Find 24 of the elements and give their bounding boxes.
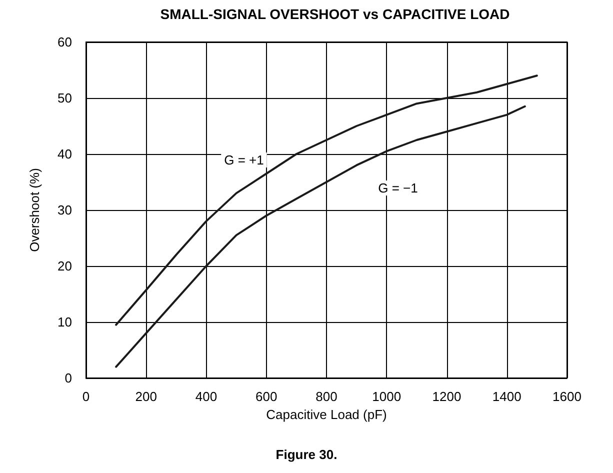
x-tick-label: 600 [256,389,278,404]
y-tick-label: 10 [58,314,72,330]
x-tick-label: 400 [195,389,218,404]
line-series [115,74,538,326]
y-tick-label: 30 [58,202,72,218]
annotation: G = +1 [224,152,264,168]
annotation: G = −1 [378,180,418,196]
chart-title: SMALL-SIGNAL OVERSHOOT vs CAPACITIVE LOAD [160,6,510,22]
x-tick-label: 1200 [432,389,462,404]
x-axis-title: Capacitive Load (pF) [266,407,387,422]
y-tick-label: 50 [58,90,72,106]
line-series [115,105,526,368]
y-tick-label: 60 [58,34,72,50]
x-tick-label: 800 [316,389,338,404]
x-tick-label: 1600 [552,389,582,404]
y-tick-label: 40 [58,146,72,162]
y-tick-label: 20 [58,258,72,274]
caption: Figure 30. [276,447,338,462]
x-tick-label: 1000 [372,389,402,404]
x-tick-label: 200 [135,389,157,404]
y-tick-label: 0 [64,370,72,386]
x-tick-label: 1400 [492,389,522,404]
y-axis-title: Overshoot (%) [27,168,42,252]
x-tick-label: 0 [82,389,90,404]
